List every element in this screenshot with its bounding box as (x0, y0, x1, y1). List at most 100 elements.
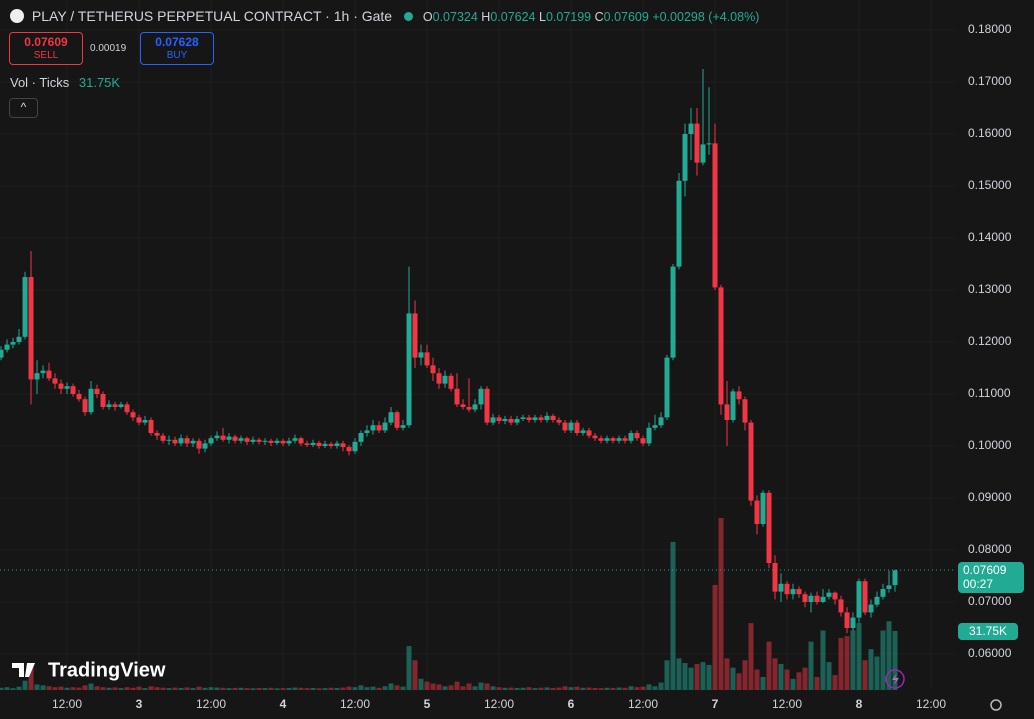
brand: TradingView (48, 659, 166, 681)
x-tick-label: 3 (136, 697, 143, 711)
volume-bar (376, 687, 382, 690)
volume-bar (682, 663, 688, 690)
ohlc-key: L (539, 10, 546, 24)
sell-button[interactable]: 0.07609 SELL (9, 32, 83, 65)
candle-body (376, 425, 382, 431)
y-tick-label: 0.12000 (968, 334, 1012, 348)
candle-body (580, 430, 586, 434)
volume-bar (856, 623, 862, 690)
volume-bar (442, 686, 448, 690)
volume-bar (148, 686, 154, 690)
volume-bar (700, 662, 706, 690)
candle-body (202, 443, 208, 449)
volume-bar (310, 687, 316, 690)
volume-bar (232, 687, 238, 690)
candle-body (382, 422, 388, 431)
candle-body (148, 420, 154, 434)
candle-body (412, 313, 418, 358)
x-tick-label: 12:00 (628, 697, 658, 711)
collapse-button[interactable]: ^ (9, 98, 38, 118)
volume-bar (208, 687, 214, 690)
candle-body (160, 435, 166, 441)
volume-bar (484, 683, 490, 690)
volume-bar (556, 687, 562, 690)
volume-bar (742, 660, 748, 690)
volume-bar (370, 686, 376, 690)
volume-tag: 31.75K (958, 623, 1018, 640)
volume-bar (4, 687, 10, 690)
volume-bar (448, 685, 454, 690)
volume-header: Vol · Ticks 31.75K (10, 75, 120, 90)
symbol-title: PLAY / TETHERUS PERPETUAL CONTRACT · 1h … (31, 8, 393, 24)
candle-body (238, 438, 244, 441)
volume-bar (304, 688, 310, 690)
volume-bar (610, 687, 616, 690)
volume-bar (670, 541, 676, 690)
volume-title: Vol · Ticks (10, 75, 70, 90)
change-value: +0.00298 (+4.08%) (652, 10, 760, 24)
volume-bar (100, 687, 106, 690)
candle-body (670, 266, 676, 358)
volume-bar (874, 656, 880, 690)
candle-body (40, 370, 46, 374)
candle-body (622, 438, 628, 441)
candle-body (820, 596, 826, 603)
candle-body (94, 388, 100, 395)
candle-body (892, 570, 898, 586)
volume-bar (94, 686, 100, 690)
volume-bar (730, 667, 736, 690)
volume-bar (184, 687, 190, 690)
x-tick-label: 12:00 (916, 697, 946, 711)
candle-body (454, 388, 460, 405)
low-value: 0.07199 (545, 10, 592, 24)
ohlc-key: O (422, 10, 433, 24)
candle-body (592, 435, 598, 439)
volume-bar (748, 623, 754, 690)
candle-body (646, 427, 652, 444)
volume-bar (424, 681, 430, 690)
candle-body (346, 447, 352, 452)
ohlc-key: H (481, 10, 491, 24)
candle-body (682, 134, 688, 181)
volume-bar (592, 687, 598, 690)
x-tick-label: 7 (712, 697, 719, 711)
volume-bar (382, 686, 388, 690)
x-tick-label: 12:00 (340, 697, 370, 711)
candle-body (742, 399, 748, 423)
volume-bar (112, 687, 118, 690)
candle-body (496, 417, 502, 422)
volume-bar (178, 687, 184, 690)
volume-bar (160, 687, 166, 690)
volume-bar (52, 687, 58, 690)
volume-bar (676, 658, 682, 690)
volume-bar (46, 686, 52, 690)
candle-body (22, 277, 28, 337)
volume-bar (688, 667, 694, 690)
ohlc-key: C (594, 10, 604, 24)
volume-bar (646, 684, 652, 690)
candle-body (520, 417, 526, 419)
lightning-icon[interactable] (885, 669, 905, 689)
candle-body (628, 433, 634, 441)
volume-bar (850, 630, 856, 690)
volume-bar (532, 688, 538, 690)
volume-bar (76, 687, 82, 690)
candle-body (436, 373, 442, 384)
volume-bar (388, 683, 394, 690)
candle-body (16, 336, 22, 343)
candle-body (460, 404, 466, 408)
volume-bar (706, 664, 712, 690)
buy-button[interactable]: 0.07628 BUY (140, 32, 214, 65)
candle-body (586, 430, 592, 436)
settings-icon[interactable] (990, 699, 1002, 711)
candle-body (400, 425, 406, 428)
candle-body (544, 415, 550, 421)
volume-bar (280, 688, 286, 690)
x-tick-label: 12:00 (484, 697, 514, 711)
volume-bar (838, 637, 844, 690)
candle-body (154, 433, 160, 436)
candle-body (316, 442, 322, 447)
volume-bar (346, 686, 352, 690)
volume-bar (214, 687, 220, 690)
volume-bar (784, 669, 790, 690)
